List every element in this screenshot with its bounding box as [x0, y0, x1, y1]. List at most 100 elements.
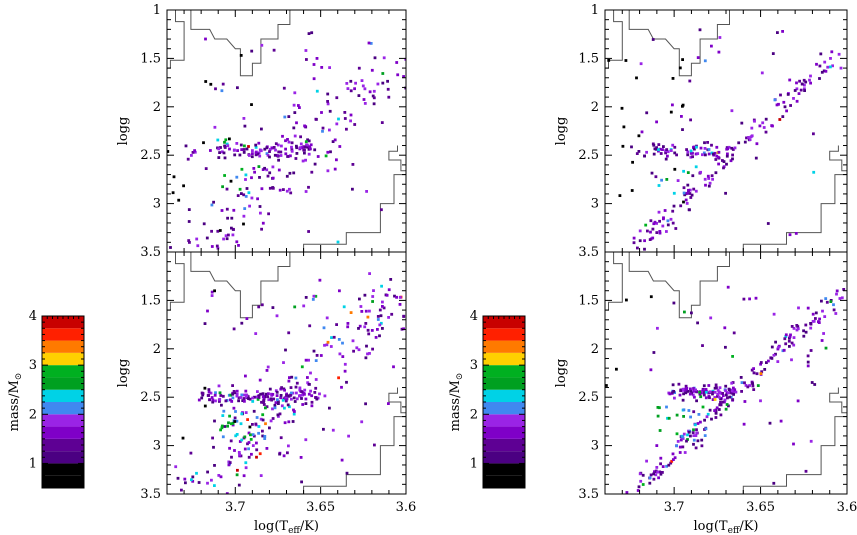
data-point [280, 144, 283, 148]
data-point [726, 396, 729, 400]
data-point [706, 141, 709, 144]
data-point [699, 170, 702, 174]
data-point [300, 146, 304, 150]
data-point [242, 214, 246, 218]
data-point [804, 80, 808, 84]
data-point [264, 406, 267, 410]
data-point [698, 28, 702, 32]
data-point [661, 471, 664, 474]
data-point [222, 409, 226, 413]
data-point [250, 176, 253, 180]
data-point [392, 365, 395, 369]
data-point [673, 151, 677, 155]
data-point [832, 308, 836, 312]
colorbar-tick-label: 4 [470, 309, 478, 324]
data-point [675, 153, 678, 157]
data-point [804, 323, 808, 327]
data-point [832, 303, 835, 307]
selection-boundary [303, 416, 406, 494]
data-point [181, 436, 185, 440]
data-point [232, 208, 236, 212]
data-point [256, 390, 259, 393]
data-point [295, 381, 299, 385]
data-point [670, 459, 674, 463]
data-point [244, 389, 248, 393]
data-point [235, 473, 239, 477]
data-point [290, 391, 293, 395]
data-point [693, 395, 696, 399]
data-point [744, 384, 748, 387]
data-point [215, 244, 219, 248]
data-point [252, 434, 256, 438]
data-point [283, 388, 286, 392]
data-point [274, 401, 278, 404]
data-point [649, 368, 653, 372]
data-point [321, 126, 325, 130]
data-point [247, 441, 251, 444]
data-point [668, 392, 672, 396]
data-point [719, 413, 723, 417]
data-point [678, 66, 682, 70]
data-point [275, 390, 279, 394]
data-point [195, 237, 199, 241]
data-point [704, 396, 708, 400]
data-point [243, 124, 247, 128]
data-point [207, 390, 211, 394]
data-point [688, 79, 692, 83]
data-point [279, 396, 283, 400]
data-point [781, 30, 784, 33]
data-point [758, 124, 762, 128]
data-point [281, 134, 284, 138]
data-point [669, 217, 673, 221]
data-point [289, 386, 293, 389]
data-point [190, 478, 193, 482]
data-point [697, 413, 701, 416]
data-point [366, 352, 369, 356]
data-point [211, 398, 215, 402]
data-point [169, 246, 172, 249]
data-point [692, 442, 695, 446]
data-point [287, 331, 291, 335]
data-point [231, 384, 234, 387]
data-point [268, 186, 272, 190]
data-point [806, 364, 810, 368]
data-point [217, 156, 221, 159]
data-point [275, 394, 279, 397]
data-point [294, 376, 298, 380]
data-point [268, 426, 271, 430]
y-tick-label: 1.5 [140, 51, 161, 66]
data-point [250, 49, 254, 53]
data-point [269, 419, 273, 423]
data-point [355, 346, 359, 350]
data-point [341, 341, 344, 345]
data-point [197, 398, 201, 402]
data-point [717, 408, 721, 411]
data-point [669, 461, 673, 465]
data-point [708, 181, 712, 185]
data-point [325, 316, 329, 320]
data-point [239, 396, 243, 399]
data-point [277, 150, 281, 154]
data-point [299, 135, 302, 139]
data-point [615, 367, 618, 371]
data-point [278, 188, 282, 192]
data-point [261, 401, 265, 404]
data-point [228, 461, 232, 464]
data-point [304, 49, 308, 52]
data-point [760, 71, 764, 75]
data-point [261, 392, 265, 396]
data-point [625, 298, 628, 302]
data-point [309, 147, 312, 151]
data-point [271, 417, 275, 420]
data-point [281, 398, 285, 402]
data-point [261, 434, 265, 438]
data-point [748, 138, 752, 141]
data-point [649, 219, 653, 223]
data-point [723, 326, 727, 330]
data-point [232, 327, 236, 331]
data-point [636, 246, 639, 250]
colorbar-bin [483, 414, 525, 427]
data-point [728, 388, 731, 392]
data-point [214, 87, 217, 91]
data-point [702, 384, 706, 388]
